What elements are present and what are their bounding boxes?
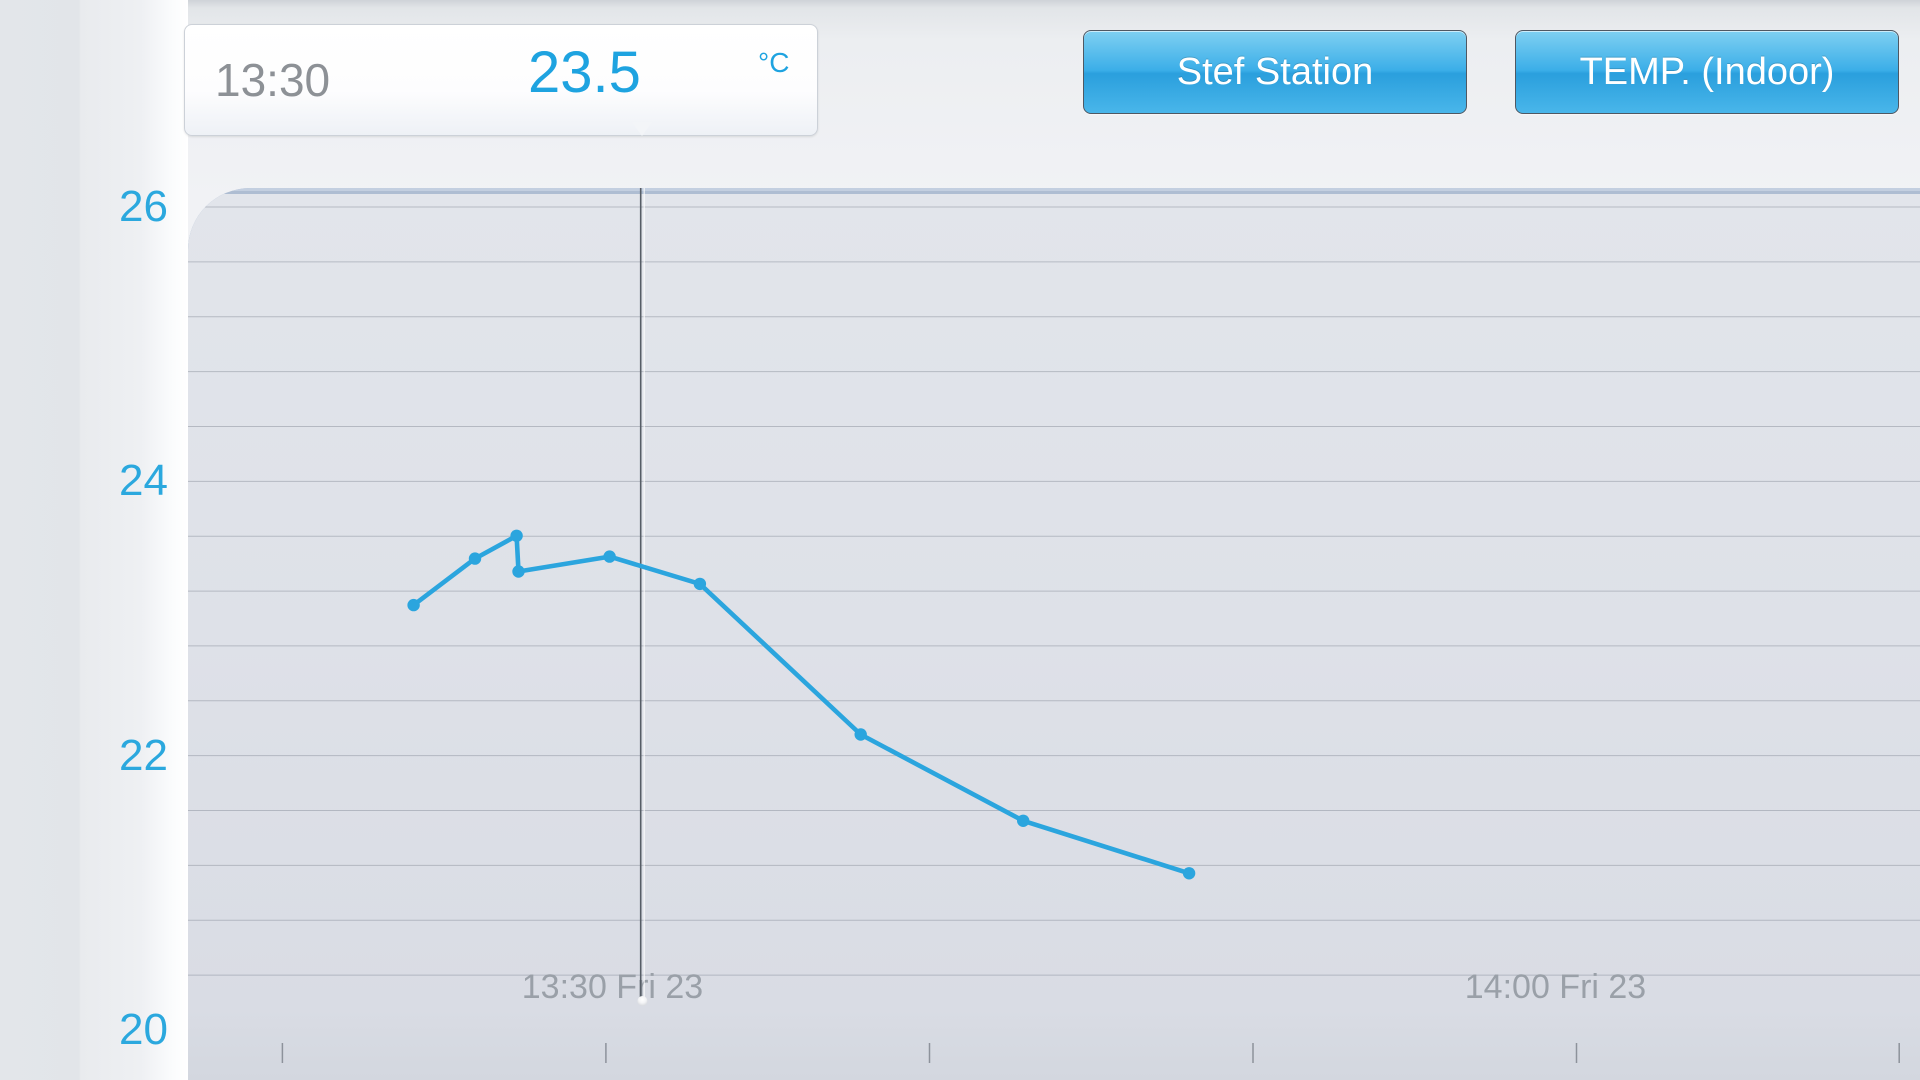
svg-text:14:00 Fri 23: 14:00 Fri 23 bbox=[1465, 968, 1646, 1006]
svg-text:13:30 Fri 23: 13:30 Fri 23 bbox=[522, 968, 703, 1006]
